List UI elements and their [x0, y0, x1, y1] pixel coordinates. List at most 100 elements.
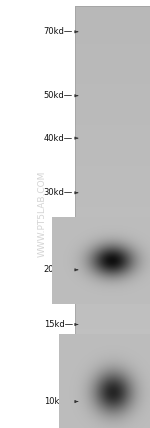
Bar: [75, 199, 150, 200]
Bar: [75, 235, 150, 236]
Bar: [75, 394, 150, 395]
Bar: [75, 243, 150, 244]
Bar: [75, 71, 150, 73]
Bar: [75, 125, 150, 127]
Bar: [75, 271, 150, 272]
Bar: [75, 419, 150, 420]
Bar: [75, 9, 150, 11]
Bar: [75, 343, 150, 344]
Bar: [75, 300, 150, 301]
Bar: [75, 242, 150, 243]
Text: 40kd—: 40kd—: [44, 134, 73, 143]
Bar: [75, 189, 150, 190]
Bar: [75, 253, 150, 254]
Bar: [75, 357, 150, 358]
Bar: [75, 70, 150, 71]
Bar: [75, 42, 150, 44]
Bar: [75, 217, 150, 218]
Bar: [75, 368, 150, 369]
Bar: [75, 52, 150, 54]
Bar: [75, 112, 150, 113]
Bar: [75, 98, 150, 99]
Text: 70kd—: 70kd—: [44, 27, 73, 36]
Bar: [75, 156, 150, 157]
Bar: [75, 381, 150, 383]
Bar: [75, 247, 150, 249]
Bar: [75, 174, 150, 175]
Bar: [75, 117, 150, 119]
Bar: [75, 311, 150, 312]
Bar: [75, 172, 150, 174]
Bar: [75, 344, 150, 345]
Bar: [75, 278, 150, 279]
Bar: [75, 74, 150, 76]
Text: 20kd—: 20kd—: [44, 265, 73, 274]
Bar: [75, 413, 150, 415]
Bar: [75, 399, 150, 401]
Bar: [75, 379, 150, 380]
Bar: [75, 148, 150, 149]
Bar: [75, 218, 150, 220]
Bar: [75, 363, 150, 365]
Text: 15kd—: 15kd—: [44, 320, 73, 329]
Bar: [75, 402, 150, 404]
Bar: [75, 405, 150, 406]
Bar: [75, 47, 150, 48]
Bar: [75, 44, 150, 45]
Bar: [75, 388, 150, 390]
Bar: [75, 221, 150, 222]
Bar: [75, 275, 150, 276]
Bar: [75, 361, 150, 362]
Bar: [75, 84, 150, 85]
Bar: [75, 257, 150, 258]
Bar: [75, 211, 150, 213]
Bar: [75, 192, 150, 193]
Bar: [75, 161, 150, 163]
Bar: [75, 345, 150, 347]
Bar: [75, 109, 150, 110]
Bar: [75, 135, 150, 137]
Bar: [75, 58, 150, 59]
Bar: [75, 420, 150, 422]
Bar: [75, 373, 150, 374]
Bar: [75, 170, 150, 171]
Bar: [75, 89, 150, 91]
Bar: [75, 106, 150, 107]
Bar: [75, 244, 150, 246]
Bar: [75, 213, 150, 214]
Bar: [75, 386, 150, 387]
Text: 10kd—: 10kd—: [44, 397, 73, 406]
Bar: [75, 390, 150, 391]
Bar: [75, 224, 150, 225]
Bar: [75, 340, 150, 341]
Bar: [75, 166, 150, 167]
Bar: [75, 6, 150, 422]
Bar: [75, 146, 150, 148]
Bar: [75, 88, 150, 89]
Bar: [75, 179, 150, 181]
Bar: [75, 130, 150, 131]
Bar: [75, 16, 150, 18]
Bar: [75, 208, 150, 210]
Bar: [75, 226, 150, 228]
Bar: [75, 23, 150, 24]
Bar: [75, 372, 150, 373]
Bar: [75, 163, 150, 164]
Bar: [75, 45, 150, 47]
Bar: [75, 190, 150, 192]
Bar: [75, 287, 150, 289]
Bar: [75, 186, 150, 188]
Bar: [75, 239, 150, 240]
Bar: [75, 178, 150, 179]
Bar: [75, 76, 150, 77]
Bar: [75, 142, 150, 143]
Bar: [75, 326, 150, 327]
Bar: [75, 355, 150, 357]
Bar: [75, 412, 150, 413]
Bar: [75, 123, 150, 124]
Bar: [75, 312, 150, 314]
Bar: [75, 370, 150, 372]
Bar: [75, 197, 150, 199]
Bar: [75, 319, 150, 321]
Bar: [75, 352, 150, 354]
